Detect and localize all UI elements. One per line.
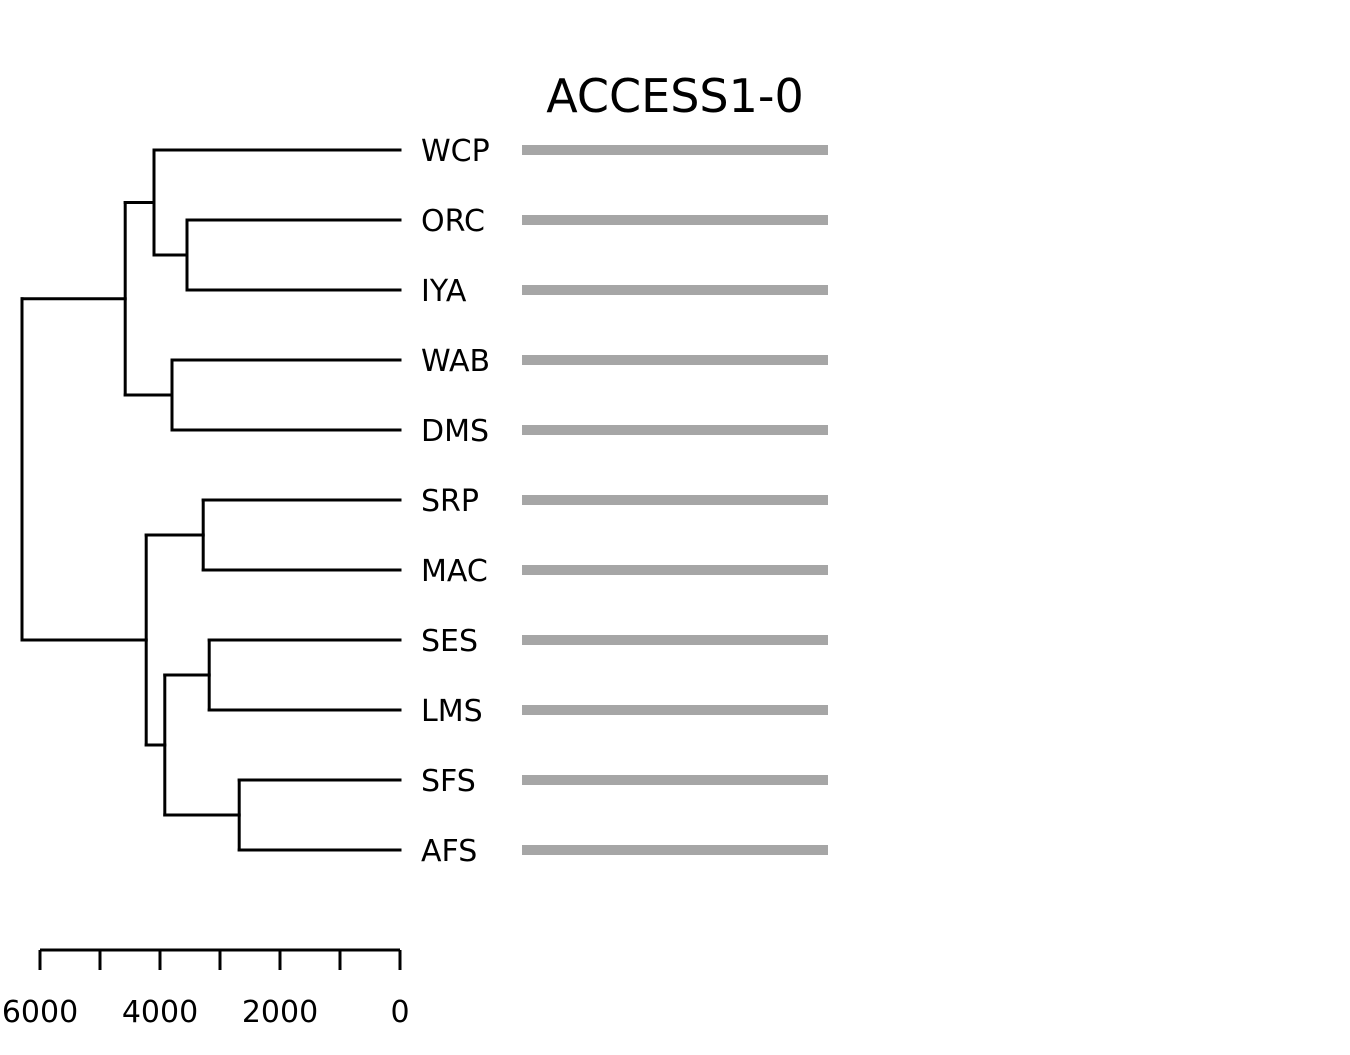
leaf-bars: [522, 145, 828, 855]
axis-tick-label: 6000: [2, 995, 78, 1030]
leaf-label: WAB: [421, 344, 490, 379]
figure-title: ACCESS1-0: [546, 69, 804, 123]
leaf-label: LMS: [421, 694, 483, 729]
leaf-label: SFS: [421, 764, 476, 799]
leaf-label: DMS: [421, 414, 489, 449]
axis-tick-label: 2000: [242, 995, 318, 1030]
height-scale-axis: 6000 4000 2000 0: [2, 948, 410, 1030]
leaf-labels: WCP ORC IYA WAB DMS SRP MAC SES LMS SFS AFS: [421, 134, 490, 869]
leaf-label: ORC: [421, 204, 485, 239]
axis-tick-label: 0: [390, 995, 409, 1030]
leaf-label: SES: [421, 624, 478, 659]
leaf-label: SRP: [421, 484, 479, 519]
axis-tick-label: 4000: [122, 995, 198, 1030]
leaf-label: IYA: [421, 274, 467, 309]
leaf-label: WCP: [421, 134, 490, 169]
leaf-label: MAC: [421, 554, 488, 589]
leaf-label: AFS: [421, 834, 477, 869]
dendrogram-branches: [20, 148, 402, 852]
